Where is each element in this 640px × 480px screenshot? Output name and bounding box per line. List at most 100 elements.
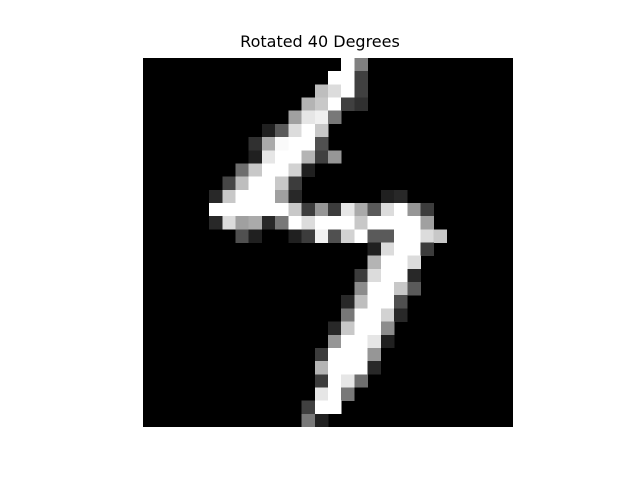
image-pixel xyxy=(354,229,368,243)
image-pixel xyxy=(314,137,329,151)
image-pixel xyxy=(261,176,276,191)
image-pixel xyxy=(222,216,236,230)
image-pixel xyxy=(407,202,421,217)
image-pixel xyxy=(407,268,421,283)
image-pixel xyxy=(354,97,368,111)
image-pixel xyxy=(367,282,382,296)
image-pixel xyxy=(222,176,236,191)
image-pixel xyxy=(288,110,302,125)
image-pixel xyxy=(235,216,249,230)
image-pixel xyxy=(367,242,382,256)
image-pixel xyxy=(341,361,355,375)
image-pixel xyxy=(328,97,342,111)
image-pixel xyxy=(354,334,368,349)
image-pixel xyxy=(275,176,289,191)
image-pixel xyxy=(301,123,316,138)
image-pixel xyxy=(354,321,368,336)
image-pixel xyxy=(367,308,382,322)
image-pixel xyxy=(301,229,316,243)
digit-image xyxy=(143,58,513,427)
image-pixel xyxy=(328,361,342,375)
image-pixel xyxy=(314,216,329,230)
image-pixel xyxy=(367,347,382,362)
image-pixel xyxy=(288,163,302,177)
image-pixel xyxy=(380,334,395,349)
image-pixel xyxy=(314,229,329,243)
image-pixel xyxy=(314,387,329,401)
image-pixel xyxy=(380,268,395,283)
image-pixel xyxy=(380,282,395,296)
image-pixel xyxy=(341,229,355,243)
image-pixel xyxy=(420,229,434,243)
image-pixel xyxy=(301,97,316,111)
image-pixel xyxy=(354,71,368,85)
image-pixel xyxy=(248,150,263,164)
image-pixel xyxy=(301,400,316,415)
image-pixel xyxy=(328,347,342,362)
figure-title: Rotated 40 Degrees xyxy=(240,32,400,51)
image-pixel xyxy=(288,216,302,230)
image-pixel xyxy=(420,202,434,217)
image-pixel xyxy=(394,268,408,283)
image-pixel xyxy=(354,202,368,217)
image-pixel xyxy=(235,202,249,217)
image-pixel xyxy=(380,321,395,336)
image-pixel xyxy=(380,308,395,322)
image-pixel xyxy=(288,137,302,151)
image-pixel xyxy=(248,163,263,177)
image-pixel xyxy=(367,268,382,283)
image-pixel xyxy=(420,242,434,256)
image-pixel xyxy=(275,137,289,151)
image-pixel xyxy=(341,216,355,230)
image-pixel xyxy=(380,216,395,230)
image-pixel xyxy=(275,202,289,217)
image-pixel xyxy=(314,110,329,125)
image-pixel xyxy=(394,308,408,322)
image-pixel xyxy=(394,189,408,204)
image-pixel xyxy=(301,202,316,217)
image-pixel xyxy=(261,137,276,151)
image-pixel xyxy=(354,295,368,309)
image-pixel xyxy=(407,255,421,270)
image-pixel xyxy=(380,189,395,204)
image-pixel xyxy=(341,71,355,85)
image-pixel xyxy=(354,361,368,375)
image-pixel xyxy=(354,58,368,72)
image-pixel xyxy=(354,268,368,283)
image-pixel xyxy=(394,282,408,296)
image-pixel xyxy=(341,321,355,336)
image-pixel xyxy=(407,216,421,230)
image-pixel xyxy=(394,255,408,270)
image-pixel xyxy=(248,189,263,204)
image-pixel xyxy=(301,413,316,427)
image-pixel xyxy=(328,374,342,388)
image-pixel xyxy=(314,361,329,375)
image-pixel xyxy=(407,282,421,296)
image-pixel xyxy=(288,202,302,217)
image-pixel xyxy=(394,202,408,217)
image-pixel xyxy=(380,255,395,270)
image-pixel xyxy=(314,347,329,362)
image-pixel xyxy=(367,334,382,349)
image-pixel xyxy=(367,229,382,243)
image-pixel xyxy=(354,84,368,98)
image-pixel xyxy=(328,400,342,415)
image-pixel xyxy=(314,84,329,98)
image-pixel xyxy=(380,229,395,243)
image-pixel xyxy=(314,413,329,427)
image-pixel xyxy=(367,361,382,375)
image-pixel xyxy=(367,216,382,230)
image-pixel xyxy=(328,202,342,217)
image-pixel xyxy=(209,202,223,217)
image-pixel xyxy=(301,110,316,125)
image-pixel xyxy=(288,229,302,243)
image-pixel xyxy=(367,255,382,270)
image-pixel xyxy=(394,216,408,230)
image-pixel xyxy=(301,216,316,230)
image-pixel xyxy=(314,123,329,138)
image-pixel xyxy=(275,150,289,164)
image-pixel xyxy=(341,84,355,98)
image-pixel xyxy=(301,137,316,151)
image-pixel xyxy=(354,347,368,362)
image-pixel xyxy=(407,242,421,256)
